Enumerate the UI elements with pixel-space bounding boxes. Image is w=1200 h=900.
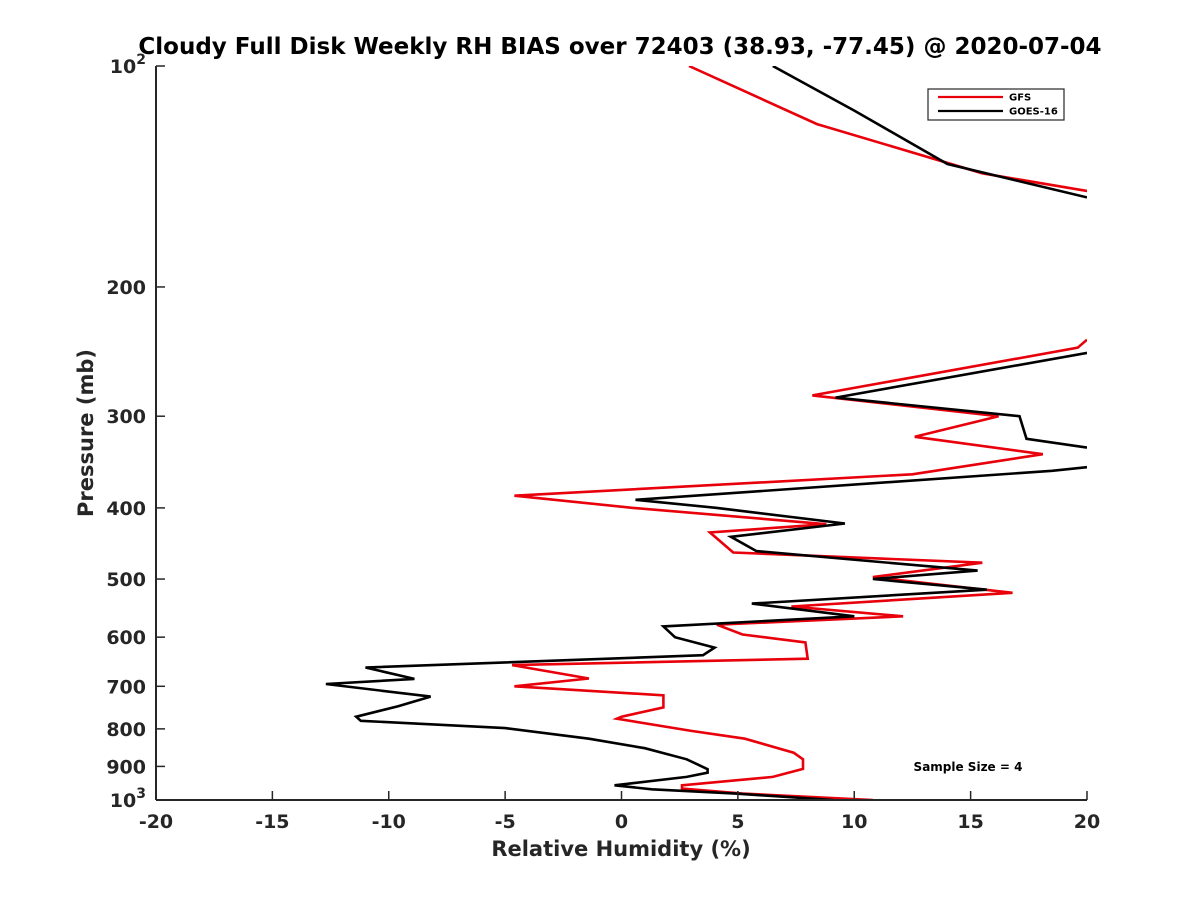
x-tick-label-1: -15 [255, 811, 289, 833]
legend: GFS GOES-16 [927, 88, 1065, 121]
y-tick-base-9: 10 [110, 790, 136, 812]
y-tick-label-5: 600 [106, 627, 146, 649]
x-tick-label-6: 10 [841, 811, 867, 833]
series-line-goes-16-segment-0 [772, 66, 1087, 199]
y-tick-exponent-0: 2 [136, 52, 146, 68]
legend-box [927, 88, 1065, 121]
sample-size-annotation: Sample Size = 4 [914, 760, 1023, 774]
x-tick-label-5: 5 [731, 811, 744, 833]
y-axis-label: Pressure (mb) [74, 349, 98, 517]
y-tick-base-0: 10 [110, 56, 136, 78]
series-line-gfs-segment-0 [688, 66, 1087, 193]
y-tick-exponent-9: 3 [136, 786, 146, 802]
series-line-gfs-segment-1 [511, 338, 1087, 800]
y-tick-label-2: 300 [106, 406, 146, 428]
x-tick-label-2: -10 [372, 811, 406, 833]
series-line-goes-16-segment-2 [325, 465, 1087, 800]
y-tick-label-7: 800 [106, 719, 146, 741]
series-layer [325, 66, 1087, 800]
x-tick-label-4: 0 [615, 811, 628, 833]
x-axis-label: Relative Humidity (%) [491, 837, 750, 861]
y-tick-label-1: 200 [106, 277, 146, 299]
series-line-goes-16-segment-1 [835, 351, 1087, 449]
y-tick-label-9: 103 [110, 786, 146, 812]
y-tick-label-6: 700 [106, 676, 146, 698]
y-tick-label-4: 500 [106, 569, 146, 591]
y-tick-label-8: 900 [106, 756, 146, 778]
legend-label-1: GOES-16 [1009, 107, 1058, 118]
chart-title: Cloudy Full Disk Weekly RH BIAS over 724… [138, 34, 1101, 60]
x-tick-label-3: -5 [495, 811, 516, 833]
y-tick-label-0: 102 [110, 52, 146, 78]
legend-label-0: GFS [1009, 93, 1031, 104]
y-tick-label-3: 400 [106, 498, 146, 520]
x-ticks: -20 -15 -10 -5 0 5 10 15 20 [139, 791, 1100, 833]
x-tick-label-0: -20 [139, 811, 173, 833]
x-tick-label-8: 20 [1074, 811, 1100, 833]
x-tick-label-7: 15 [957, 811, 983, 833]
